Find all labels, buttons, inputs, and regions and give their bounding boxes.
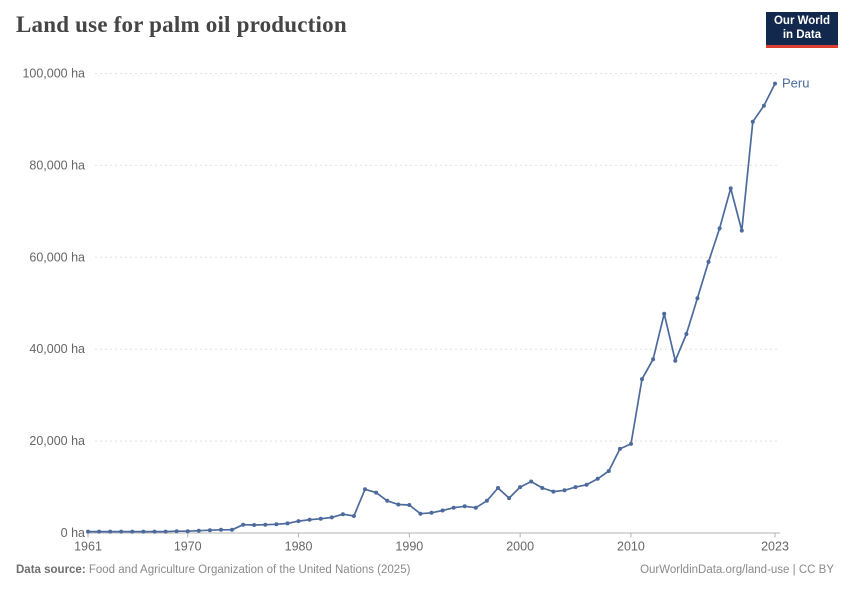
data-point[interactable]	[629, 441, 633, 446]
x-axis-tick-label: 1990	[395, 540, 423, 554]
data-point[interactable]	[651, 357, 656, 362]
owid-logo[interactable]: Our World in Data	[766, 12, 838, 48]
data-point[interactable]	[374, 490, 379, 495]
data-point[interactable]	[440, 508, 445, 513]
data-point[interactable]	[595, 476, 600, 481]
data-point[interactable]	[418, 511, 423, 516]
data-point[interactable]	[230, 527, 234, 532]
data-point[interactable]	[507, 496, 512, 501]
data-point[interactable]	[351, 514, 356, 518]
x-axis-tick-label: 2010	[617, 540, 645, 554]
data-point[interactable]	[263, 522, 268, 527]
data-point[interactable]	[363, 487, 367, 492]
data-point[interactable]	[473, 505, 478, 510]
data-point[interactable]	[119, 529, 124, 534]
y-axis-tick-label: 20,000 ha	[29, 434, 85, 448]
data-point[interactable]	[462, 504, 467, 509]
data-point[interactable]	[662, 311, 667, 316]
data-point[interactable]	[385, 498, 390, 503]
data-point[interactable]	[407, 503, 412, 507]
y-axis-tick-label: 0 ha	[61, 526, 85, 540]
page-title: Land use for palm oil production	[16, 12, 347, 37]
data-point[interactable]	[540, 486, 545, 490]
data-source-text: Food and Agriculture Organization of the…	[85, 564, 411, 576]
data-point[interactable]	[307, 517, 312, 522]
data-point[interactable]	[773, 81, 777, 86]
data-point[interactable]	[484, 498, 489, 503]
owid-logo-text: Our World in Data	[774, 15, 830, 42]
x-axis-tick-label: 2023	[761, 540, 789, 554]
data-point[interactable]	[562, 488, 567, 493]
data-point[interactable]	[739, 228, 744, 233]
chart-footer: Data source: Food and Agriculture Organi…	[16, 564, 834, 576]
data-point[interactable]	[496, 486, 500, 490]
y-axis-tick-label: 100,000 ha	[22, 67, 85, 81]
data-source-note: Data source: Food and Agriculture Organi…	[16, 564, 410, 576]
owid-logo-line2: in Data	[782, 28, 822, 41]
data-point[interactable]	[728, 186, 733, 191]
data-point[interactable]	[152, 529, 157, 534]
y-axis-tick-label: 60,000 ha	[29, 250, 85, 264]
data-point[interactable]	[617, 446, 622, 451]
data-point[interactable]	[185, 529, 190, 534]
data-point[interactable]	[97, 529, 102, 534]
x-axis-tick-label: 2000	[506, 540, 534, 554]
data-point[interactable]	[673, 358, 678, 363]
data-point[interactable]	[761, 103, 766, 108]
data-point[interactable]	[340, 512, 345, 517]
data-point[interactable]	[584, 482, 589, 487]
data-point[interactable]	[241, 522, 246, 527]
y-axis-tick-label: 80,000 ha	[29, 158, 85, 172]
data-point[interactable]	[141, 529, 146, 534]
data-source-label: Data source:	[16, 564, 86, 576]
data-point[interactable]	[86, 529, 90, 534]
data-point[interactable]	[606, 469, 611, 473]
footer-attribution: OurWorldinData.org/land-use | CC BY	[640, 564, 834, 576]
series-end-label[interactable]: Peru	[782, 76, 809, 91]
data-point[interactable]	[706, 259, 711, 264]
data-point[interactable]	[207, 528, 212, 533]
series-line	[87, 82, 776, 533]
x-axis-tick-label: 1970	[174, 540, 202, 554]
data-point[interactable]	[174, 529, 179, 534]
data-point[interactable]	[684, 332, 689, 336]
data-point[interactable]	[285, 521, 290, 526]
license-badge: CC BY	[798, 564, 834, 576]
data-point[interactable]	[573, 485, 578, 490]
footer-separator: |	[789, 564, 799, 576]
data-point[interactable]	[640, 377, 644, 382]
data-point[interactable]	[695, 296, 700, 301]
owid-logo-line1: Our World	[773, 14, 830, 27]
data-point[interactable]	[130, 529, 135, 534]
owid-url-link[interactable]: OurWorldinData.org/land-use	[640, 564, 790, 576]
data-point[interactable]	[750, 119, 755, 124]
data-point[interactable]	[274, 522, 279, 527]
x-axis-tick-label: 1980	[285, 540, 313, 554]
data-point[interactable]	[163, 529, 168, 534]
data-point[interactable]	[396, 502, 401, 507]
data-point[interactable]	[108, 529, 113, 534]
y-axis-tick-label: 40,000 ha	[29, 342, 85, 356]
data-point[interactable]	[717, 226, 722, 231]
data-point[interactable]	[196, 528, 201, 533]
x-axis-tick-label: 1961	[74, 540, 102, 554]
data-point[interactable]	[429, 510, 434, 515]
data-point[interactable]	[252, 523, 257, 527]
data-point[interactable]	[296, 519, 301, 524]
data-point[interactable]	[551, 489, 556, 494]
data-point[interactable]	[318, 516, 323, 521]
data-point[interactable]	[518, 485, 523, 490]
data-point[interactable]	[529, 479, 534, 484]
data-point[interactable]	[329, 515, 334, 520]
data-point[interactable]	[219, 527, 223, 532]
data-point[interactable]	[451, 505, 456, 510]
